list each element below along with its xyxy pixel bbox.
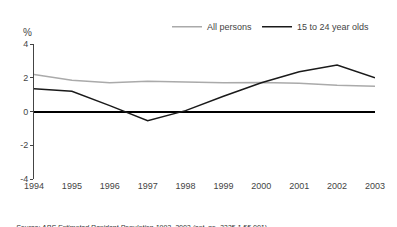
svg-text:0: 0	[23, 107, 28, 117]
svg-text:1997: 1997	[138, 181, 158, 191]
svg-text:2: 2	[23, 73, 28, 83]
svg-text:2002: 2002	[327, 181, 347, 191]
svg-text:2003: 2003	[365, 181, 385, 191]
svg-text:2001: 2001	[289, 181, 309, 191]
svg-text:4: 4	[23, 39, 28, 49]
svg-text:-4: -4	[20, 174, 28, 184]
svg-text:1995: 1995	[62, 181, 82, 191]
svg-text:All persons: All persons	[207, 22, 252, 32]
svg-text:1994: 1994	[24, 181, 44, 191]
svg-text:2000: 2000	[251, 181, 271, 191]
svg-text:-2: -2	[20, 140, 28, 150]
svg-text:1999: 1999	[213, 181, 233, 191]
svg-text:%: %	[23, 27, 32, 38]
svg-text:1998: 1998	[176, 181, 196, 191]
svg-text:15 to 24 year olds: 15 to 24 year olds	[297, 22, 369, 32]
svg-text:1996: 1996	[100, 181, 120, 191]
svg-text:Source: ABS Estimated Resident: Source: ABS Estimated Resident Populatio…	[16, 224, 269, 227]
